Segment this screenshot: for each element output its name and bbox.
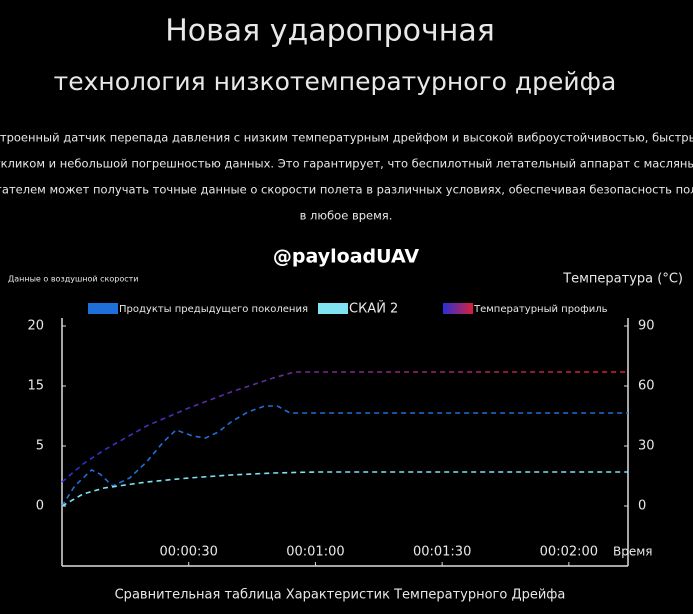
x-tick-label: 00:01:00 <box>286 545 344 560</box>
series-line <box>61 405 628 507</box>
subtitle: технология низкотемпературного дрейфа <box>54 67 617 96</box>
caption: Сравнительная таблица Характеристик Темп… <box>115 588 566 603</box>
legend-swatch <box>318 303 348 314</box>
x-tick-label: 00:01:30 <box>413 545 471 560</box>
y2-tick-label: 30 <box>638 439 655 454</box>
x-tick-label: 00:00:30 <box>160 545 218 560</box>
legend-swatch <box>443 303 473 314</box>
y2-tick-label: 90 <box>638 319 655 334</box>
description: откликом и небольшой погрешностью данных… <box>0 157 693 171</box>
y2-axis-label: Температура (°C) <box>562 272 683 287</box>
y2-tick-label: 60 <box>638 379 655 394</box>
series-line <box>61 371 628 483</box>
legend-label: Продукты предыдущего поколения <box>119 304 308 315</box>
y2-tick-label: 0 <box>638 499 646 514</box>
watermark: @payloadUAV <box>273 246 419 268</box>
x-tick-label: 00:02:00 <box>540 545 598 560</box>
x-axis-label: Время <box>613 545 653 559</box>
description: двигателем может получать точные данные … <box>0 183 693 197</box>
legend-label: СКАЙ 2 <box>349 301 398 317</box>
legend-swatch <box>88 303 118 314</box>
y-tick-label: 15 <box>27 379 44 394</box>
description: в любое время. <box>300 209 393 223</box>
title: Новая ударопрочная <box>165 14 495 49</box>
y-tick-label: 5 <box>36 439 44 454</box>
series-line <box>61 471 628 507</box>
legend-label: Температурный профиль <box>473 304 608 315</box>
description: Встроенный датчик перепада давления с ни… <box>0 131 693 145</box>
y-axis-label: Данные о воздушной скорости <box>8 275 139 284</box>
y-tick-label: 0 <box>36 499 44 514</box>
y-tick-label: 20 <box>27 319 44 334</box>
